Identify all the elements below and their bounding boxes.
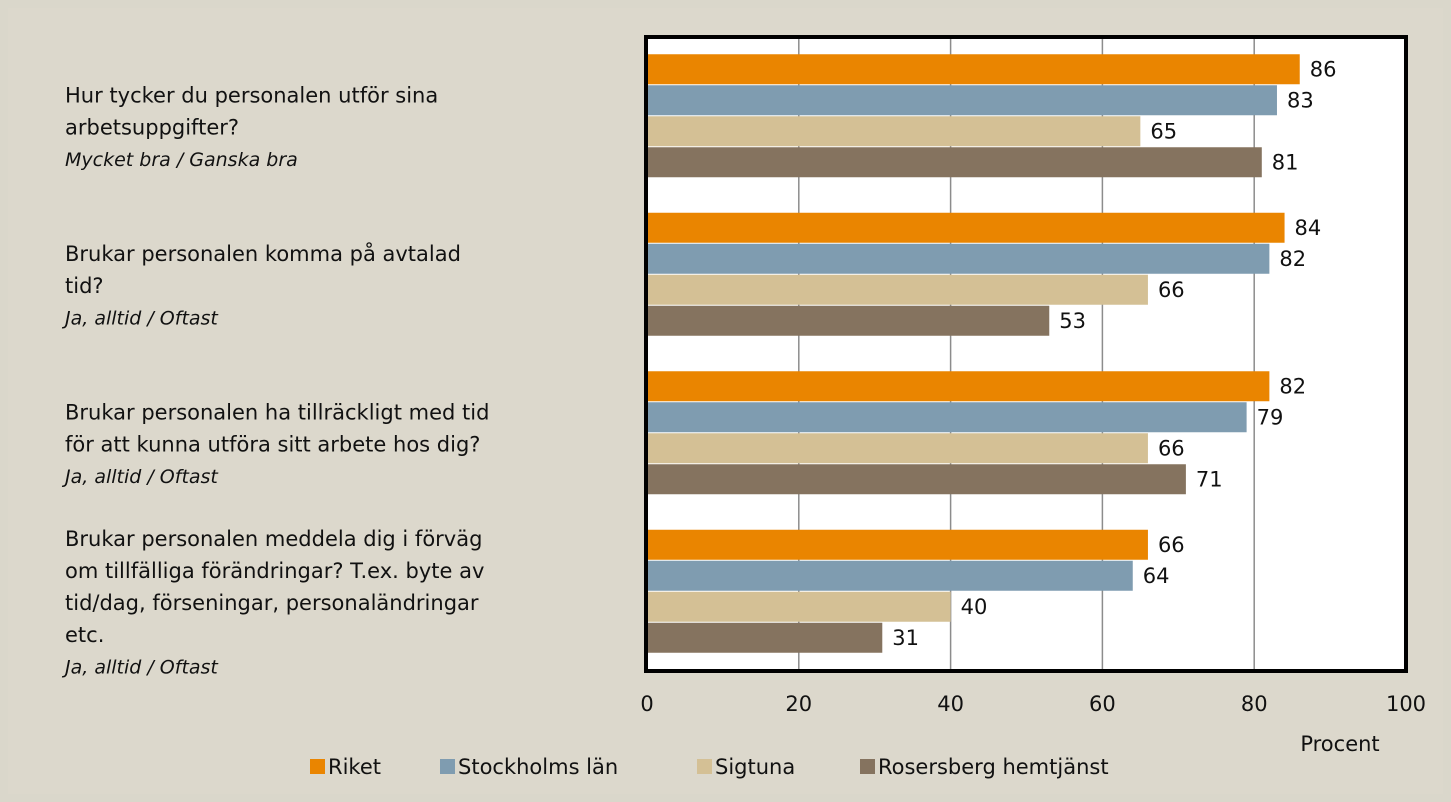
x-axis-label: Procent xyxy=(1300,732,1379,756)
category-note: Ja, alltid / Oftast xyxy=(61,466,219,488)
category-label: tid? xyxy=(65,274,104,298)
data-label: 64 xyxy=(1143,564,1170,588)
data-label: 31 xyxy=(892,626,919,650)
bar xyxy=(647,371,1270,402)
bar xyxy=(647,305,1050,336)
data-label: 82 xyxy=(1279,374,1306,398)
x-tick-label: 60 xyxy=(1089,692,1116,716)
data-label: 66 xyxy=(1158,278,1185,302)
bar xyxy=(647,433,1148,464)
legend-swatch xyxy=(860,759,875,774)
bar xyxy=(647,591,951,622)
bar xyxy=(647,464,1186,495)
x-tick-label: 40 xyxy=(937,692,964,716)
bar xyxy=(647,147,1262,178)
data-label: 40 xyxy=(961,595,988,619)
x-tick-label: 80 xyxy=(1241,692,1268,716)
data-label: 86 xyxy=(1310,57,1337,81)
x-tick-label: 20 xyxy=(785,692,812,716)
category-note: Ja, alltid / Oftast xyxy=(61,307,219,329)
data-label: 82 xyxy=(1279,247,1306,271)
bar xyxy=(647,560,1133,591)
category-label: Brukar personalen ha tillräckligt med ti… xyxy=(65,400,489,424)
data-label: 66 xyxy=(1158,533,1185,557)
category-label: Brukar personalen komma på avtalad xyxy=(65,241,461,266)
legend-label: Riket xyxy=(328,755,381,779)
data-label: 83 xyxy=(1287,88,1314,112)
legend-label: Stockholms län xyxy=(458,755,618,779)
category-label: arbetsuppgifter? xyxy=(65,115,239,139)
legend-label: Sigtuna xyxy=(715,755,795,779)
data-label: 71 xyxy=(1196,467,1223,491)
bar xyxy=(647,85,1277,116)
bar xyxy=(647,54,1300,85)
bar xyxy=(647,243,1270,274)
category-label: om tillfälliga förändringar? T.ex. byte … xyxy=(65,559,484,583)
category-note: Ja, alltid / Oftast xyxy=(61,656,219,678)
bar xyxy=(647,212,1285,243)
legend-swatch xyxy=(697,759,712,774)
data-label: 53 xyxy=(1059,309,1086,333)
category-label: Brukar personalen meddela dig i förväg xyxy=(65,527,482,551)
category-note: Mycket bra / Ganska bra xyxy=(65,149,298,171)
bar xyxy=(647,274,1148,305)
x-tick-label: 0 xyxy=(640,692,653,716)
category-label: etc. xyxy=(65,623,104,647)
x-tick-label: 100 xyxy=(1386,692,1426,716)
category-label: tid/dag, förseningar, personaländringar xyxy=(65,591,479,615)
data-label: 66 xyxy=(1158,436,1185,460)
bar xyxy=(647,402,1247,433)
bar xyxy=(647,529,1148,560)
legend-swatch xyxy=(440,759,455,774)
legend-label: Rosersberg hemtjänst xyxy=(878,755,1109,779)
data-label: 79 xyxy=(1257,405,1284,429)
bar xyxy=(647,622,883,653)
data-label: 81 xyxy=(1272,150,1299,174)
legend-swatch xyxy=(310,759,325,774)
category-label: Hur tycker du personalen utför sina xyxy=(65,83,438,107)
data-label: 84 xyxy=(1295,216,1322,240)
plot-border xyxy=(644,35,1408,673)
category-label: för att kunna utföra sitt arbete hos dig… xyxy=(65,432,480,456)
bar xyxy=(647,116,1141,147)
data-label: 65 xyxy=(1150,119,1177,143)
